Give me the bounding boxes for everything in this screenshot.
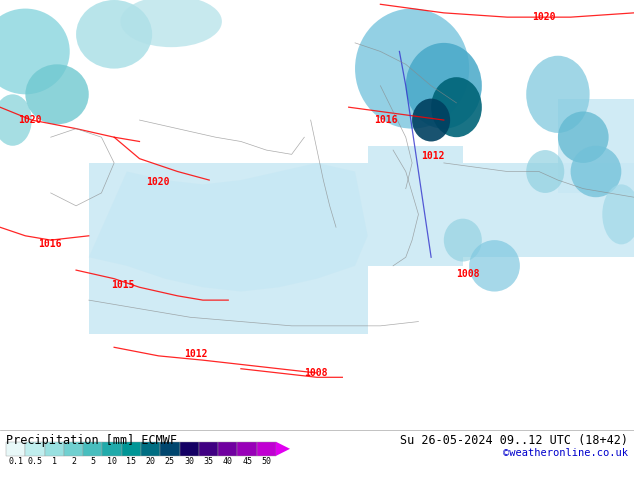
Bar — [257, 442, 276, 456]
Text: ©weatheronline.co.uk: ©weatheronline.co.uk — [503, 448, 628, 458]
Bar — [237, 442, 257, 456]
Text: 2: 2 — [71, 457, 76, 466]
Bar — [44, 442, 64, 456]
Ellipse shape — [571, 146, 621, 197]
Text: 1012: 1012 — [422, 151, 445, 162]
Bar — [64, 442, 83, 456]
Ellipse shape — [602, 184, 634, 245]
Bar — [89, 163, 368, 334]
Text: 10: 10 — [107, 457, 117, 466]
Ellipse shape — [431, 77, 482, 137]
Bar — [83, 442, 103, 456]
Text: 35: 35 — [204, 457, 214, 466]
Ellipse shape — [0, 94, 32, 146]
Text: 1020: 1020 — [18, 115, 41, 125]
Text: Su 26-05-2024 09..12 UTC (18+42): Su 26-05-2024 09..12 UTC (18+42) — [400, 434, 628, 447]
Ellipse shape — [412, 98, 450, 142]
Ellipse shape — [558, 111, 609, 163]
Bar — [218, 442, 237, 456]
Ellipse shape — [526, 150, 564, 193]
Bar — [558, 98, 634, 193]
Text: 0.1: 0.1 — [8, 457, 23, 466]
Text: Precipitation [mm] ECMWF: Precipitation [mm] ECMWF — [6, 434, 177, 447]
Polygon shape — [276, 442, 290, 456]
Bar — [103, 442, 122, 456]
Ellipse shape — [355, 8, 469, 129]
Ellipse shape — [469, 240, 520, 292]
Ellipse shape — [406, 43, 482, 128]
Ellipse shape — [444, 219, 482, 262]
Text: 1020: 1020 — [146, 177, 169, 187]
Text: 1: 1 — [52, 457, 56, 466]
Ellipse shape — [526, 56, 590, 133]
Bar — [160, 442, 179, 456]
Text: 0.5: 0.5 — [27, 457, 42, 466]
Text: 1015: 1015 — [111, 280, 134, 290]
Bar — [122, 442, 141, 456]
Text: 40: 40 — [223, 457, 233, 466]
Bar — [179, 442, 199, 456]
Bar — [368, 146, 463, 266]
Text: 20: 20 — [146, 457, 155, 466]
Text: 1016: 1016 — [38, 240, 61, 249]
Text: 25: 25 — [165, 457, 175, 466]
Bar — [6, 442, 25, 456]
Bar — [199, 442, 218, 456]
Text: 45: 45 — [242, 457, 252, 466]
Bar — [141, 442, 160, 456]
Ellipse shape — [120, 0, 222, 47]
Polygon shape — [89, 163, 368, 292]
Text: 1012: 1012 — [184, 349, 207, 359]
Text: 1008: 1008 — [456, 270, 480, 279]
Text: 1020: 1020 — [533, 12, 556, 22]
Bar — [463, 163, 634, 257]
Text: 15: 15 — [126, 457, 136, 466]
Text: 50: 50 — [261, 457, 271, 466]
Ellipse shape — [25, 64, 89, 124]
Text: 1016: 1016 — [374, 115, 398, 125]
Ellipse shape — [76, 0, 152, 69]
Bar — [25, 442, 44, 456]
Text: 5: 5 — [90, 457, 95, 466]
Text: 30: 30 — [184, 457, 194, 466]
Ellipse shape — [0, 8, 70, 94]
Text: 1008: 1008 — [304, 368, 328, 378]
